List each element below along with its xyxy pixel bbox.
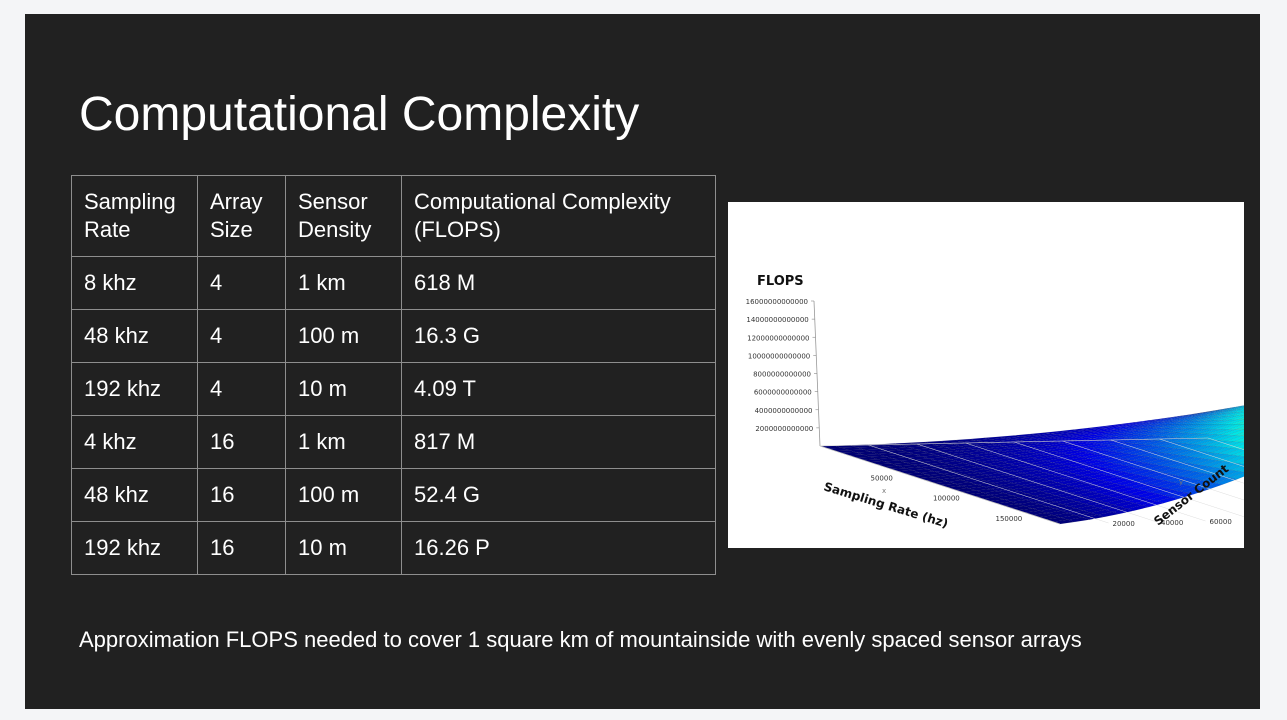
z-tick-label: 10000000000000: [748, 352, 810, 360]
cell-array-size: 16: [197, 415, 286, 469]
floor-grid-line: [1013, 441, 1244, 518]
cell-sensor-density: 100 m: [285, 309, 402, 363]
cell-complexity: 618 M: [401, 256, 716, 310]
header-array-size: Array Size: [197, 175, 286, 257]
cell-complexity: 16.3 G: [401, 309, 716, 363]
surface-cell: [1230, 412, 1244, 417]
header-complexity: Computational Complexity (FLOPS): [401, 175, 716, 257]
slide-caption: Approximation FLOPS needed to cover 1 sq…: [79, 627, 1082, 652]
surface-cell: [1240, 406, 1244, 408]
floor-grid-line: [965, 442, 1206, 522]
y-tick-label: 40000: [1161, 519, 1183, 527]
cell-sensor-density: 1 km: [285, 415, 402, 469]
surface-cell: [1233, 437, 1244, 443]
floor-grid-line: [1110, 439, 1244, 484]
cell-complexity: 4.09 T: [401, 362, 716, 416]
surface-cell: [1232, 407, 1244, 411]
complexity-table: Sampling Rate Array Size Sensor Density …: [71, 175, 716, 575]
surface-cell: [1233, 405, 1244, 409]
surface-cell: [1226, 441, 1244, 449]
axis-layer: 16000000000000 14000000000000 120000000000…: [746, 298, 1244, 528]
header-sampling-rate: Sampling Rate: [71, 175, 198, 257]
table-row: 8 khz 4 1 km 618 M: [71, 256, 716, 310]
z-tick-label: 16000000000000: [746, 298, 808, 306]
header-sensor-density: Sensor Density: [285, 175, 402, 257]
y-axis-letter: y: [1179, 478, 1183, 486]
table-header-row: Sampling Rate Array Size Sensor Density …: [71, 175, 716, 257]
surface-cell: [1239, 408, 1244, 410]
surface-cell: [1224, 408, 1244, 414]
z-tick-label: 2000000000000: [755, 425, 813, 433]
floor-grid-line: [1062, 440, 1244, 501]
z-tick-label: 14000000000000: [746, 316, 808, 324]
slide-title: Computational Complexity: [79, 88, 640, 141]
floor-grid-line: [1159, 438, 1244, 467]
cell-sensor-density: 100 m: [285, 468, 402, 522]
chart-title: FLOPS: [757, 274, 804, 289]
surface-cell: [1239, 454, 1244, 457]
x-tick-label: 100000: [933, 495, 960, 503]
flops-surface-chart: 16000000000000 14000000000000 120000000000…: [728, 202, 1244, 548]
cell-sampling-rate: 192 khz: [71, 362, 198, 416]
surface-cell: [1238, 410, 1244, 413]
x-tick-label: 50000: [871, 474, 893, 482]
x-axis-letter: x: [882, 487, 886, 495]
cell-sampling-rate: 48 khz: [71, 309, 198, 363]
cell-array-size: 16: [197, 468, 286, 522]
y-tick-label: 60000: [1210, 518, 1232, 526]
cell-complexity: 52.4 G: [401, 468, 716, 522]
cell-sensor-density: 10 m: [285, 521, 402, 575]
table-row: 48 khz 16 100 m 52.4 G: [71, 468, 716, 522]
floor-grid-line: [916, 443, 1158, 523]
cell-sampling-rate: 192 khz: [71, 521, 198, 575]
cell-complexity: 16.26 P: [401, 521, 716, 575]
floor-grid-line: [868, 444, 1109, 524]
cell-sampling-rate: 4 khz: [71, 415, 198, 469]
cell-complexity: 817 M: [401, 415, 716, 469]
x-tick-label: 150000: [996, 515, 1023, 523]
surface-cell: [1225, 406, 1244, 412]
surface-cell: [1231, 457, 1244, 464]
surface-cell: [1241, 434, 1244, 437]
table-row: 192 khz 16 10 m 16.26 P: [71, 521, 716, 575]
surface-cell: [1097, 511, 1120, 518]
surface-cell: [1243, 424, 1244, 425]
cell-array-size: 4: [197, 362, 286, 416]
surface-cell: [1233, 443, 1244, 450]
surface-cell: [1067, 517, 1090, 523]
surface-cell: [1226, 435, 1244, 442]
y-tick-label: 20000: [1113, 520, 1135, 528]
table-row: 192 khz 4 10 m 4.09 T: [71, 362, 716, 416]
surface-cell: [1229, 472, 1244, 480]
cell-sensor-density: 10 m: [285, 362, 402, 416]
x-axis-line: [819, 445, 1061, 525]
cell-sensor-density: 1 km: [285, 256, 402, 310]
surface-cell: [1240, 440, 1244, 443]
surface-cell: [1232, 450, 1244, 457]
surface-cell: [1242, 429, 1244, 431]
z-tick-label: 6000000000000: [754, 389, 812, 397]
cell-array-size: 4: [197, 256, 286, 310]
z-tick-label: 8000000000000: [753, 371, 811, 379]
surface-cell: [1226, 405, 1244, 410]
table-row: 48 khz 4 100 m 16.3 G: [71, 309, 716, 363]
surface-cell: [1237, 468, 1244, 473]
z-tick-label: 12000000000000: [747, 334, 809, 342]
table-row: 4 khz 16 1 km 817 M: [71, 415, 716, 469]
cell-array-size: 4: [197, 309, 286, 363]
surface-cell: [1234, 431, 1244, 436]
surface-cell: [1141, 501, 1165, 508]
surface-cell: [1238, 461, 1244, 465]
surface-layer: [819, 405, 1244, 525]
cell-sampling-rate: 48 khz: [71, 468, 198, 522]
z-tick-label: 4000000000000: [755, 407, 813, 415]
slide: Computational Complexity Sampling Rate A…: [25, 14, 1260, 709]
chart-svg: 16000000000000 14000000000000 120000000000…: [746, 274, 1244, 531]
cell-sampling-rate: 8 khz: [71, 256, 198, 310]
cell-array-size: 16: [197, 521, 286, 575]
surface-cell: [1223, 415, 1244, 421]
